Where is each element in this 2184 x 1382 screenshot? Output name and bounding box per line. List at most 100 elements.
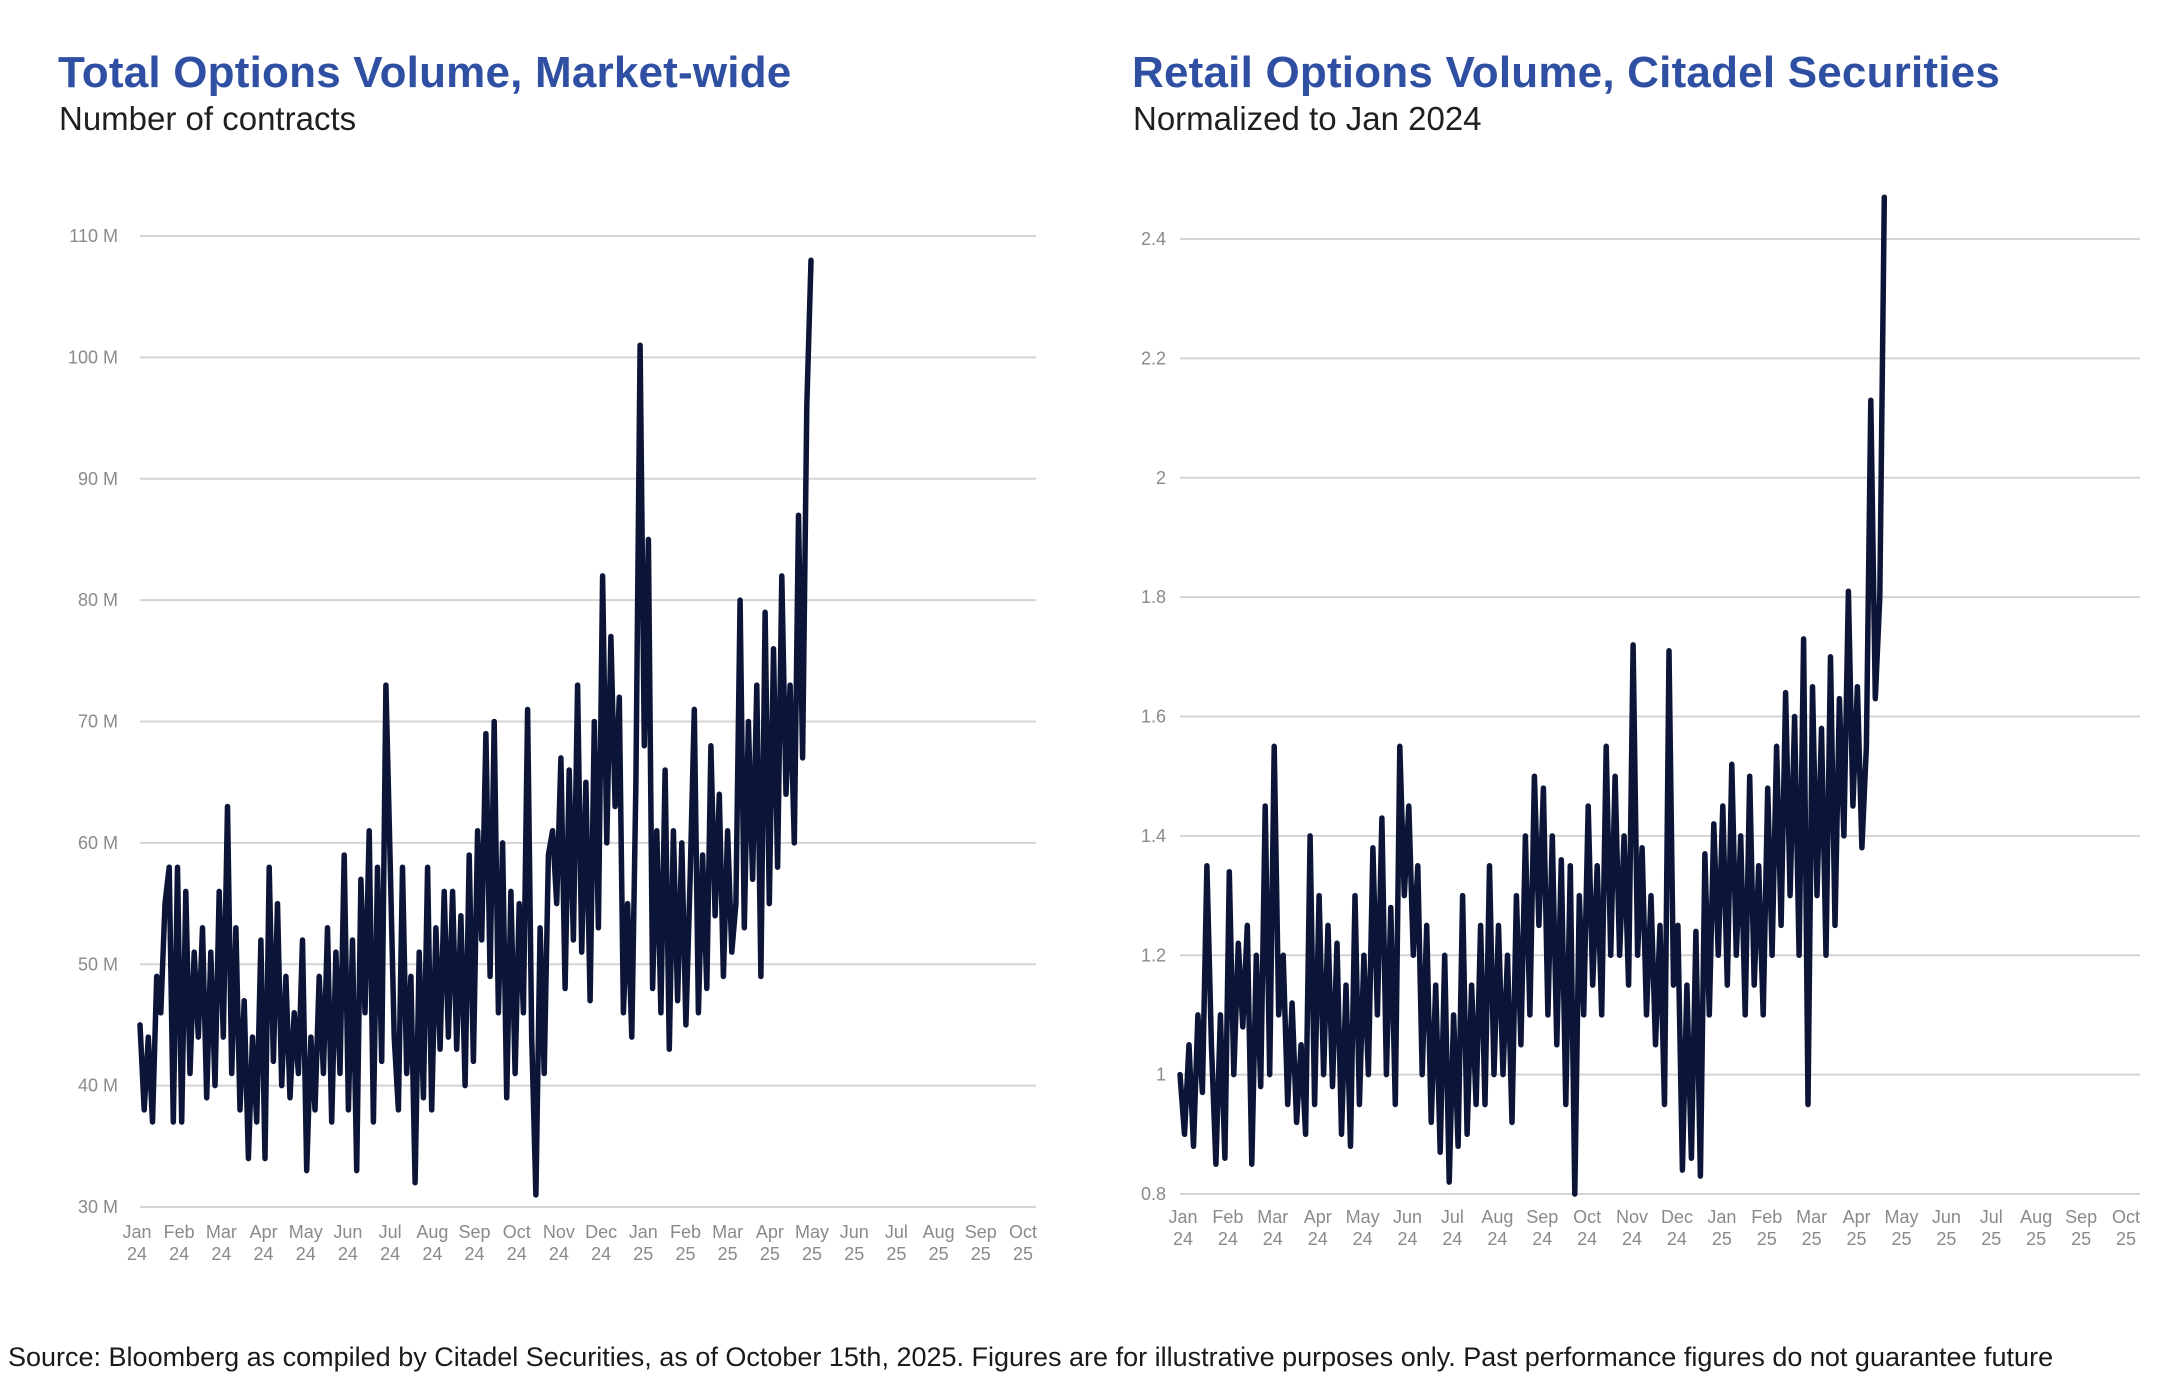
right-x-tick-month: Oct	[2112, 1207, 2140, 1227]
right-x-tick-month: Aug	[1481, 1207, 1513, 1227]
right-x-tick-month: Oct	[1573, 1207, 1601, 1227]
left-x-tick-year: 24	[507, 1244, 527, 1264]
right-x-tick-month: Jun	[1393, 1207, 1422, 1227]
left-y-tick-label: 80 M	[78, 590, 118, 610]
left-x-tick-year: 24	[338, 1244, 358, 1264]
left-x-tick-month: Nov	[543, 1222, 575, 1242]
left-x-tick-month: Jul	[379, 1222, 402, 1242]
left-x-tick-month: Sep	[965, 1222, 997, 1242]
left-chart-subtitle: Number of contracts	[59, 100, 357, 137]
left-x-tick-year: 24	[169, 1244, 189, 1264]
right-x-tick-month: Jan	[1168, 1207, 1197, 1227]
right-y-tick-label: 1.6	[1141, 707, 1166, 727]
right-x-tick-year: 24	[1577, 1229, 1597, 1249]
left-x-tick-month: Dec	[585, 1222, 617, 1242]
left-x-tick-year: 25	[886, 1244, 906, 1264]
left-y-tick-label: 40 M	[78, 1076, 118, 1096]
right-x-tick-month: May	[1884, 1207, 1918, 1227]
left-x-tick-year: 25	[844, 1244, 864, 1264]
right-x-tick-month: Dec	[1661, 1207, 1693, 1227]
right-x-tick-year: 24	[1308, 1229, 1328, 1249]
left-y-tick-label: 30 M	[78, 1197, 118, 1217]
left-x-tick-month: May	[795, 1222, 829, 1242]
left-x-tick-year: 24	[422, 1244, 442, 1264]
left-series-line	[137, 257, 814, 1198]
left-x-tick-month: Apr	[756, 1222, 784, 1242]
right-x-tick-month: Feb	[1751, 1207, 1782, 1227]
left-x-tick-year: 24	[380, 1244, 400, 1264]
left-y-tick-label: 100 M	[68, 347, 118, 367]
right-chart: 0.811.21.41.61.822.22.4Jan24Feb24Mar24Ap…	[1141, 194, 2140, 1249]
right-x-tick-year: 25	[1712, 1229, 1732, 1249]
right-x-tick-month: Feb	[1212, 1207, 1243, 1227]
left-x-tick-month: Oct	[503, 1222, 531, 1242]
left-x-tick-month: Aug	[923, 1222, 955, 1242]
right-chart-subtitle: Normalized to Jan 2024	[1133, 100, 1482, 137]
left-x-tick-year: 24	[465, 1244, 485, 1264]
left-y-tick-label: 60 M	[78, 833, 118, 853]
right-x-tick-year: 24	[1218, 1229, 1238, 1249]
right-x-tick-month: Nov	[1616, 1207, 1648, 1227]
left-x-tick-year: 25	[802, 1244, 822, 1264]
left-x-tick-year: 24	[591, 1244, 611, 1264]
right-x-tick-year: 24	[1487, 1229, 1507, 1249]
right-series-line	[1177, 194, 1888, 1197]
left-x-tick-month: Jan	[629, 1222, 658, 1242]
right-y-tick-label: 2	[1156, 468, 1166, 488]
left-chart: 30 M 40 M 50 M 60 M 70 M 80 M 90 M 100 M 110 M Ja…	[68, 226, 1037, 1264]
right-x-tick-month: Apr	[1304, 1207, 1332, 1227]
right-x-tick-year: 25	[1802, 1229, 1822, 1249]
left-x-tick-year: 25	[971, 1244, 991, 1264]
left-x-tick-year: 25	[675, 1244, 695, 1264]
right-x-tick-year: 25	[1891, 1229, 1911, 1249]
left-x-tick-year: 25	[929, 1244, 949, 1264]
right-y-tick-label: 0.8	[1141, 1184, 1166, 1204]
right-x-tick-month: Mar	[1257, 1207, 1288, 1227]
left-x-tick-month: Sep	[459, 1222, 491, 1242]
left-x-tick-month: Aug	[416, 1222, 448, 1242]
left-x-tick-month: Jun	[333, 1222, 362, 1242]
right-x-tick-month: Aug	[2020, 1207, 2052, 1227]
left-x-tick-month: Feb	[670, 1222, 701, 1242]
left-x-tick-month: Feb	[164, 1222, 195, 1242]
right-x-tick-month: Jun	[1932, 1207, 1961, 1227]
left-x-tick-month: Jan	[122, 1222, 151, 1242]
right-x-tick-month: Sep	[1526, 1207, 1558, 1227]
left-x-tick-year: 24	[211, 1244, 231, 1264]
left-x-tick-year: 25	[718, 1244, 738, 1264]
left-x-tick-year: 25	[1013, 1244, 1033, 1264]
right-x-tick-year: 24	[1667, 1229, 1687, 1249]
left-y-tick-label: 50 M	[78, 954, 118, 974]
right-x-tick-year: 25	[1757, 1229, 1777, 1249]
left-x-tick-month: May	[289, 1222, 323, 1242]
left-x-tick-year: 24	[254, 1244, 274, 1264]
right-chart-title: Retail Options Volume, Citadel Securitie…	[1132, 48, 2001, 97]
right-x-tick-year: 25	[1847, 1229, 1867, 1249]
left-x-tick-year: 24	[296, 1244, 316, 1264]
left-x-tick-year: 25	[760, 1244, 780, 1264]
right-x-tick-month: Apr	[1843, 1207, 1871, 1227]
right-x-tick-year: 24	[1173, 1229, 1193, 1249]
right-x-tick-year: 25	[2116, 1229, 2136, 1249]
right-x-tick-year: 24	[1532, 1229, 1552, 1249]
left-x-tick-year: 24	[127, 1244, 147, 1264]
right-x-tick-year: 24	[1353, 1229, 1373, 1249]
right-x-tick-year: 25	[1936, 1229, 1956, 1249]
right-x-tick-year: 24	[1442, 1229, 1462, 1249]
right-y-tick-label: 1.8	[1141, 587, 1166, 607]
left-x-tick-month: Jun	[840, 1222, 869, 1242]
right-x-tick-year: 25	[2026, 1229, 2046, 1249]
left-x-tick-month: Mar	[712, 1222, 743, 1242]
right-x-tick-year: 24	[1263, 1229, 1283, 1249]
left-x-tick-month: Oct	[1009, 1222, 1037, 1242]
left-y-tick-label: 70 M	[78, 712, 118, 732]
left-x-tick-month: Mar	[206, 1222, 237, 1242]
right-y-tick-label: 1.2	[1141, 945, 1166, 965]
right-x-tick-year: 25	[1981, 1229, 2001, 1249]
left-y-tick-label: 90 M	[78, 469, 118, 489]
left-x-tick-year: 24	[549, 1244, 569, 1264]
right-x-tick-month: Jan	[1707, 1207, 1736, 1227]
right-y-tick-label: 1	[1156, 1065, 1166, 1085]
right-x-tick-year: 25	[2071, 1229, 2091, 1249]
left-x-tick-month: Jul	[885, 1222, 908, 1242]
